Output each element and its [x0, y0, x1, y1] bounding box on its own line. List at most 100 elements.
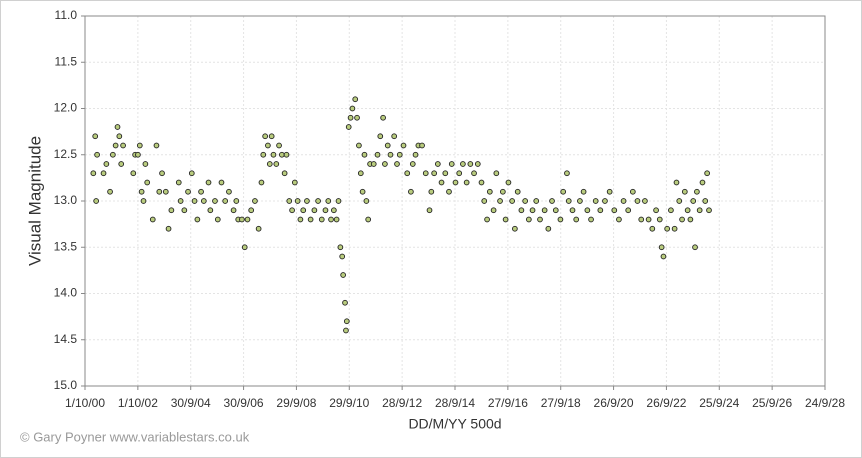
data-point — [260, 151, 267, 158]
data-point — [408, 188, 414, 195]
data-point — [276, 142, 282, 149]
data-point — [634, 198, 641, 204]
data-point — [291, 179, 298, 186]
data-point — [442, 170, 449, 177]
data-point — [307, 216, 314, 223]
data-point — [696, 207, 703, 214]
data-point — [120, 142, 126, 149]
data-point — [426, 207, 433, 214]
x-tick-label: 29/9/08 — [276, 396, 316, 410]
data-point — [198, 188, 204, 195]
data-point — [692, 244, 698, 251]
data-point — [694, 188, 700, 195]
data-point — [391, 133, 398, 140]
data-point — [557, 216, 564, 223]
data-point — [130, 170, 137, 177]
data-point — [645, 216, 652, 223]
data-point — [560, 188, 567, 195]
data-point — [112, 142, 119, 149]
data-point — [222, 198, 229, 204]
data-point — [342, 299, 348, 306]
data-point — [514, 188, 521, 195]
data-point — [505, 179, 512, 186]
y-tick-label: 11.5 — [55, 54, 78, 68]
data-point — [159, 170, 165, 177]
x-tick-label: 25/9/24 — [699, 396, 739, 410]
data-point — [580, 188, 587, 195]
y-tick-label: 12.5 — [54, 147, 78, 161]
data-point — [597, 207, 604, 214]
y-axis-title: Visual Magnitude — [25, 136, 44, 266]
x-tick-label: 1/10/00 — [65, 396, 105, 410]
data-point — [493, 170, 500, 177]
data-point — [541, 207, 548, 214]
data-point — [484, 216, 490, 223]
data-point — [337, 244, 344, 251]
data-point — [702, 198, 709, 204]
data-point — [471, 170, 477, 177]
data-point — [565, 198, 572, 204]
data-point — [422, 170, 429, 177]
data-point — [549, 198, 555, 204]
data-point — [658, 244, 665, 251]
x-tick-label: 1/10/02 — [118, 396, 158, 410]
data-point — [241, 244, 248, 251]
data-point — [365, 216, 372, 223]
data-point — [452, 179, 459, 186]
data-point — [377, 133, 384, 140]
data-point — [279, 151, 285, 158]
data-point — [230, 207, 237, 214]
data-point — [679, 216, 685, 223]
data-point — [335, 198, 342, 204]
data-point — [114, 124, 121, 130]
data-point — [537, 216, 543, 223]
data-point — [118, 161, 125, 167]
data-point — [354, 114, 360, 121]
data-point — [569, 207, 576, 214]
data-point — [642, 198, 648, 204]
data-point — [699, 179, 706, 186]
data-point — [602, 198, 608, 204]
data-point — [153, 142, 160, 149]
data-point — [244, 216, 251, 223]
x-tick-label: 30/9/04 — [171, 396, 211, 410]
data-point — [649, 225, 656, 232]
data-point — [262, 133, 268, 140]
data-point — [356, 142, 362, 149]
data-point — [135, 151, 141, 158]
data-point — [333, 216, 340, 223]
data-point — [409, 161, 416, 167]
data-point — [315, 198, 321, 204]
data-point — [467, 161, 474, 167]
data-point — [266, 161, 273, 167]
y-tick-label: 12.0 — [54, 101, 78, 115]
data-point — [592, 198, 599, 204]
data-point — [283, 151, 290, 158]
data-point — [428, 188, 435, 195]
data-point — [110, 151, 116, 158]
data-point — [518, 207, 525, 214]
x-tick-label: 29/9/10 — [329, 396, 369, 410]
data-point — [345, 124, 352, 130]
data-point — [322, 207, 329, 214]
y-tick-label: 13.5 — [54, 239, 78, 253]
data-point — [331, 207, 337, 214]
data-point — [676, 198, 683, 204]
data-point — [573, 216, 580, 223]
data-point — [564, 170, 570, 177]
data-point — [671, 225, 678, 232]
data-point — [357, 170, 364, 177]
data-point — [140, 198, 147, 204]
data-point — [481, 198, 488, 204]
data-point — [448, 161, 455, 167]
data-point — [226, 188, 232, 195]
data-point — [681, 188, 688, 195]
data-point — [188, 170, 195, 177]
data-point — [526, 216, 532, 223]
data-point — [687, 216, 694, 223]
data-point — [446, 188, 452, 195]
data-point — [359, 188, 366, 195]
y-tick-label: 11.0 — [55, 8, 78, 22]
data-point — [92, 133, 99, 140]
data-point — [512, 225, 518, 232]
